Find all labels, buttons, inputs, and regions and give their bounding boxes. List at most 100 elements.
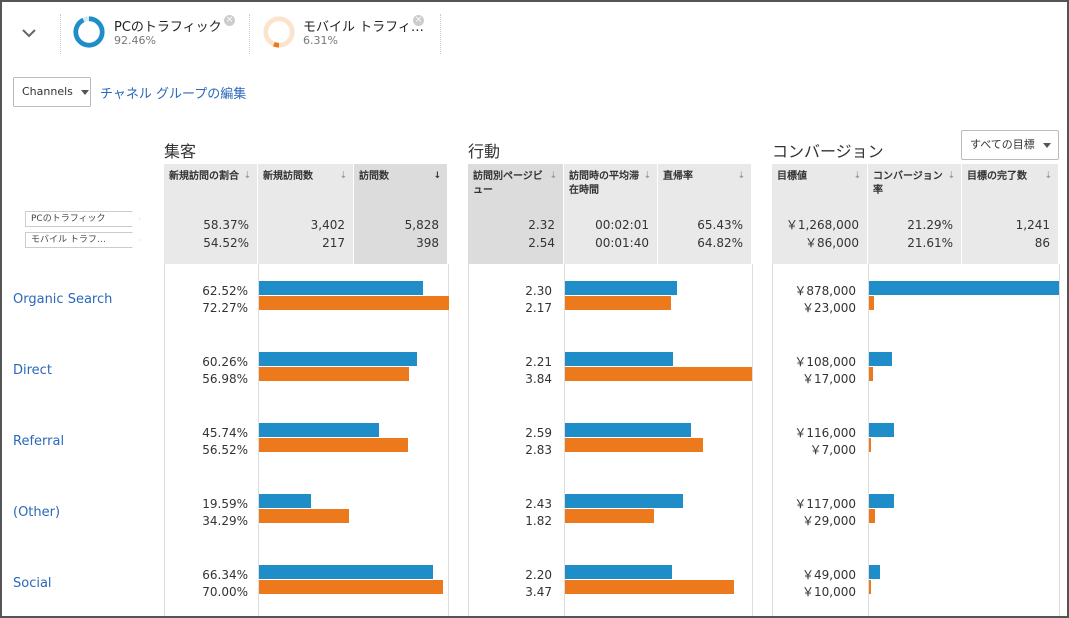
bar-beh-mobile [565, 296, 671, 310]
total-value-pc: 65.43% [697, 218, 743, 232]
column-divider [772, 264, 773, 616]
total-value-pc: 5,828 [404, 218, 439, 232]
chevron-down-icon[interactable] [20, 24, 38, 42]
segment-tag-mobile: モバイル トラフ… [25, 232, 140, 248]
column-header-label: 新規訪問の割合 [169, 171, 239, 182]
bar-acq-mobile [259, 438, 408, 452]
row-channel-link[interactable]: (Other) [13, 505, 61, 520]
row-channel-link[interactable]: Referral [13, 434, 65, 449]
remove-segment-icon[interactable]: × [413, 15, 424, 26]
total-value-pc: 58.37% [203, 218, 249, 232]
column-header-label: 訪問別ページビュー [473, 171, 543, 196]
total-value-mobile: 64.82% [697, 236, 743, 250]
bar-acq-pc [259, 565, 434, 579]
total-value-pc: 2.32 [528, 218, 555, 232]
row-value-acq-pc: 66.34% [202, 568, 248, 582]
row-value-beh-mobile: 3.84 [525, 372, 552, 386]
bar-acq-pc [259, 352, 418, 366]
row-value-conv-mobile: ￥29,000 [802, 514, 856, 528]
dimension-select-label: Channels [22, 85, 73, 98]
total-cell-goal-completions: 1,241 86 [962, 205, 1059, 264]
column-header-new-users[interactable]: 新規訪問数 ⇣ [258, 164, 354, 205]
row-value-acq-mobile: 56.98% [202, 372, 248, 386]
row-value-beh-pc: 2.43 [525, 497, 552, 511]
bar-beh-pc [565, 565, 673, 579]
segment-tag-pc: PCのトラフィック [25, 211, 140, 227]
total-cell-goal-value: ￥1,268,000 ￥86,000 [772, 205, 868, 264]
column-header-pages-per-session[interactable]: 訪問別ページビュー ⇣ [468, 164, 564, 205]
total-value-mobile: 00:01:40 [595, 236, 649, 250]
goal-select[interactable]: すべての目標 [961, 130, 1059, 160]
row-value-beh-mobile: 2.83 [525, 443, 552, 457]
row-channel-link[interactable]: Direct [13, 363, 52, 378]
dimension-select[interactable]: Channels [13, 77, 91, 107]
total-value-mobile: 2.54 [528, 236, 555, 250]
bar-conv-mobile [869, 509, 876, 523]
row-value-conv-mobile: ￥7,000 [809, 443, 856, 457]
segment-mobile[interactable]: モバイル トラフィ… 6.31% × [262, 13, 442, 53]
column-header-bounce-rate[interactable]: 直帰率 ⇣ [658, 164, 752, 205]
sort-icon: ⇣ [1044, 171, 1052, 181]
row-value-conv-pc: ￥117,000 [794, 497, 856, 511]
segment-percent: 6.31% [303, 34, 338, 47]
segment-percent: 92.46% [114, 34, 156, 47]
row-channel-link[interactable]: Social [13, 576, 52, 591]
row-value-acq-pc: 62.52% [202, 284, 248, 298]
segment-pc[interactable]: PCのトラフィック 92.46% × [72, 13, 252, 53]
column-header-sessions[interactable]: 訪問数 ↓ [354, 164, 448, 205]
row-value-beh-pc: 2.59 [525, 426, 552, 440]
total-value-mobile: 217 [322, 236, 345, 250]
bar-beh-pc [565, 281, 677, 295]
sort-icon: ⇣ [853, 171, 861, 181]
remove-segment-icon[interactable]: × [224, 15, 235, 26]
bar-conv-mobile [869, 438, 871, 452]
bar-conv-pc [869, 565, 880, 579]
row-value-conv-mobile: ￥10,000 [802, 585, 856, 599]
column-divider [564, 264, 565, 616]
total-value-pc: 00:02:01 [595, 218, 649, 232]
group-title-conversions: コンバージョン [772, 142, 884, 161]
sort-icon: ⇣ [339, 171, 347, 181]
total-value-pc: ￥1,268,000 [785, 218, 859, 232]
row-value-conv-pc: ￥878,000 [794, 284, 856, 298]
bar-beh-pc [565, 494, 684, 508]
total-cell-new-users: 3,402 217 [258, 205, 354, 264]
bar-conv-mobile [869, 367, 873, 381]
sort-arrow-down-icon: ↓ [433, 171, 441, 181]
bar-conv-pc [869, 423, 895, 437]
column-header-label: コンバージョン率 [873, 171, 943, 196]
column-header-avg-duration[interactable]: 訪問時の平均滞在時間 ⇣ [564, 164, 658, 205]
row-value-beh-mobile: 3.47 [525, 585, 552, 599]
total-value-mobile: 86 [1034, 236, 1050, 250]
column-header-goal-completions[interactable]: 目標の完了数 ⇣ [962, 164, 1059, 205]
bar-acq-mobile [259, 296, 449, 310]
bar-acq-pc [259, 423, 380, 437]
sort-icon: ⇣ [549, 171, 557, 181]
column-header-label: 目標値 [777, 171, 807, 182]
row-value-beh-mobile: 1.82 [525, 514, 552, 528]
goal-select-label: すべての目標 [970, 138, 1035, 151]
column-divider [258, 264, 259, 616]
column-header-new-sessions-pct[interactable]: 新規訪問の割合 ⇣ [164, 164, 258, 205]
total-cell-new-sessions-pct: 58.37% 54.52% [164, 205, 258, 264]
row-value-beh-pc: 2.20 [525, 568, 552, 582]
total-cell-avg-duration: 00:02:01 00:01:40 [564, 205, 658, 264]
total-value-mobile: 21.61% [907, 236, 953, 250]
column-divider [164, 264, 165, 616]
row-value-acq-pc: 60.26% [202, 355, 248, 369]
column-divider [752, 264, 753, 616]
row-value-acq-pc: 19.59% [202, 497, 248, 511]
row-value-acq-pc: 45.74% [202, 426, 248, 440]
column-header-conv-rate[interactable]: コンバージョン率 ⇣ [868, 164, 962, 205]
bar-beh-pc [565, 423, 692, 437]
column-header-label: 直帰率 [663, 171, 693, 182]
bar-conv-mobile [869, 580, 872, 594]
bar-conv-pc [869, 494, 895, 508]
total-value-mobile: ￥86,000 [805, 236, 859, 250]
edit-channel-group-link[interactable]: チャネル グループの編集 [100, 87, 247, 102]
row-value-conv-mobile: ￥17,000 [802, 372, 856, 386]
row-channel-link[interactable]: Organic Search [13, 292, 113, 307]
bar-conv-mobile [869, 296, 874, 310]
column-header-goal-value[interactable]: 目標値 ⇣ [772, 164, 868, 205]
